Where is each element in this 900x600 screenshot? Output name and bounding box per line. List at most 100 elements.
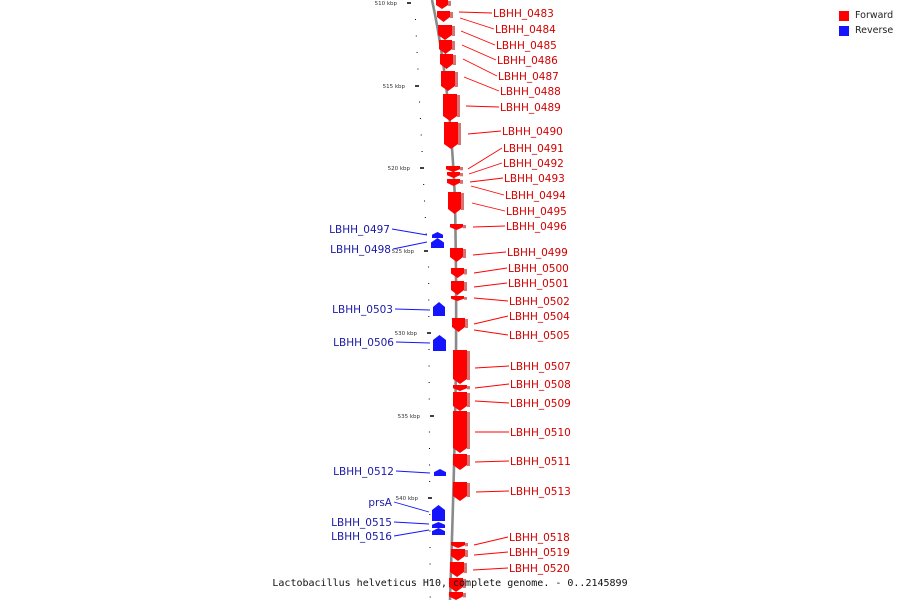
forward-gene-label[interactable]: LBHH_0492 bbox=[503, 158, 564, 170]
forward-gene-arrow bbox=[453, 385, 467, 391]
gene-shade bbox=[463, 225, 466, 229]
gene-shade bbox=[467, 455, 470, 466]
forward-gene-arrow bbox=[449, 592, 463, 600]
forward-leader-line bbox=[472, 251, 507, 256]
legend-forward-label: Forward bbox=[855, 10, 894, 21]
forward-leader-line bbox=[462, 58, 498, 77]
reverse-gene-arrow bbox=[431, 238, 444, 248]
forward-gene-arrow bbox=[440, 54, 453, 69]
forward-gene-label[interactable]: LBHH_0496 bbox=[506, 221, 567, 233]
forward-leader-line bbox=[473, 315, 509, 325]
gene-shade bbox=[464, 282, 467, 291]
forward-gene-label[interactable]: LBHH_0510 bbox=[510, 427, 571, 439]
forward-gene-arrow bbox=[452, 318, 465, 332]
legend-reverse: Reverse bbox=[839, 25, 893, 36]
reverse-swatch bbox=[839, 25, 849, 36]
forward-gene-label[interactable]: LBHH_0488 bbox=[500, 86, 561, 98]
ruler: 510 kbp 515 kbp 520 kbp 525 kbp 530 kbp 535 k… bbox=[375, 1, 434, 598]
reverse-gene-arrow bbox=[432, 505, 445, 521]
forward-gene-arrow bbox=[439, 40, 452, 54]
forward-gene-arrow bbox=[453, 454, 467, 470]
gene-shade bbox=[460, 173, 463, 177]
forward-gene-label[interactable]: LBHH_0508 bbox=[510, 379, 571, 391]
reverse-gene-label[interactable]: prsA bbox=[368, 497, 392, 509]
forward-leader-line bbox=[459, 17, 495, 30]
forward-gene-label[interactable]: LBHH_0501 bbox=[508, 278, 569, 290]
forward-gene-label[interactable]: LBHH_0499 bbox=[507, 247, 568, 259]
forward-leader-line bbox=[473, 536, 509, 546]
gene-shade bbox=[464, 269, 467, 275]
ruler-label: 540 kbp bbox=[396, 496, 419, 502]
forward-gene-arrow bbox=[444, 122, 458, 149]
gene-shade bbox=[467, 351, 470, 380]
gene-shade bbox=[463, 249, 466, 258]
ruler-minor-tick bbox=[428, 365, 430, 367]
forward-gene-label[interactable]: LBHH_0494 bbox=[505, 190, 566, 202]
reverse-gene-label[interactable]: LBHH_0503 bbox=[332, 304, 393, 316]
forward-gene-label[interactable]: LBHH_0507 bbox=[510, 361, 571, 373]
forward-gene-label[interactable]: LBHH_0511 bbox=[510, 456, 571, 468]
forward-gene-label[interactable]: LBHH_0489 bbox=[500, 102, 561, 114]
ruler-minor-tick bbox=[419, 101, 421, 103]
forward-gene-arrow bbox=[438, 25, 452, 40]
ruler-minor-tick bbox=[429, 580, 431, 581]
forward-leader-line bbox=[465, 105, 500, 108]
forward-gene-arrow bbox=[451, 549, 465, 561]
reverse-gene-label[interactable]: LBHH_0498 bbox=[330, 244, 391, 256]
gene-shade bbox=[457, 95, 460, 117]
forward-leader-line bbox=[473, 551, 509, 556]
gene-shade bbox=[458, 123, 461, 145]
reverse-gene-label[interactable]: LBHH_0512 bbox=[333, 466, 394, 478]
forward-swatch bbox=[839, 10, 849, 21]
ruler-label: 515 kbp bbox=[383, 84, 406, 90]
forward-gene-label[interactable]: LBHH_0513 bbox=[510, 486, 571, 498]
gene-shade bbox=[461, 193, 464, 210]
reverse-gene-label[interactable]: LBHH_0497 bbox=[329, 224, 390, 236]
forward-gene-label[interactable]: LBHH_0487 bbox=[498, 71, 559, 83]
forward-leader-line bbox=[473, 282, 508, 288]
reverse-gene-label[interactable]: LBHH_0516 bbox=[331, 531, 392, 543]
ruler-minor-tick bbox=[428, 398, 430, 400]
forward-gene-label[interactable]: LBHH_0505 bbox=[509, 330, 570, 342]
reverse-gene-label[interactable]: LBHH_0506 bbox=[333, 337, 394, 349]
reverse-gene-label[interactable]: LBHH_0515 bbox=[331, 517, 392, 529]
reverse-gene-arrow bbox=[434, 469, 446, 476]
reverse-gene-arrow bbox=[432, 528, 445, 535]
forward-gene-label[interactable]: LBHH_0491 bbox=[503, 143, 564, 155]
forward-gene-label[interactable]: LBHH_0490 bbox=[502, 126, 563, 138]
forward-gene-label[interactable]: LBHH_0493 bbox=[504, 173, 565, 185]
forward-gene-label[interactable]: LBHH_0520 bbox=[509, 563, 570, 575]
forward-leader-line bbox=[467, 147, 503, 170]
forward-gene-label[interactable]: LBHH_0486 bbox=[497, 55, 558, 67]
ruler-minor-tick bbox=[425, 233, 427, 235]
forward-gene-label[interactable]: LBHH_0483 bbox=[493, 8, 554, 20]
gene-shade bbox=[464, 563, 467, 573]
forward-leader-line bbox=[473, 267, 508, 274]
ruler-minor-tick bbox=[429, 547, 431, 548]
genome-caption: Lactobacillus helveticus H10, complete g… bbox=[272, 578, 628, 589]
forward-gene-label[interactable]: LBHH_0500 bbox=[508, 263, 569, 275]
forward-gene-arrow bbox=[450, 248, 463, 262]
forward-gene-label[interactable]: LBHH_0504 bbox=[509, 311, 570, 323]
ruler-minor-tick bbox=[423, 184, 425, 185]
forward-leader-line bbox=[467, 130, 502, 135]
forward-gene-label[interactable]: LBHH_0509 bbox=[510, 398, 571, 410]
forward-gene-label[interactable]: LBHH_0502 bbox=[509, 296, 570, 308]
forward-leader-line bbox=[473, 297, 509, 302]
reverse-leader-line bbox=[395, 470, 431, 474]
forward-gene-label[interactable]: LBHH_0484 bbox=[495, 24, 556, 36]
ruler-label: 520 kbp bbox=[388, 166, 411, 172]
ruler-minor-tick bbox=[429, 464, 431, 466]
reverse-leader-line bbox=[395, 341, 431, 344]
forward-gene-label[interactable]: LBHH_0518 bbox=[509, 532, 570, 544]
forward-gene-arrow bbox=[453, 350, 467, 384]
forward-gene-arrow bbox=[451, 296, 464, 301]
gene-shade bbox=[448, 1, 451, 6]
forward-leader-line bbox=[473, 329, 509, 336]
forward-gene-arrow bbox=[451, 542, 465, 548]
forward-gene-label[interactable]: LBHH_0485 bbox=[496, 40, 557, 52]
forward-gene-label[interactable]: LBHH_0495 bbox=[506, 206, 567, 218]
forward-gene-label[interactable]: LBHH_0519 bbox=[509, 547, 570, 559]
ruler-minor-tick bbox=[428, 283, 430, 284]
